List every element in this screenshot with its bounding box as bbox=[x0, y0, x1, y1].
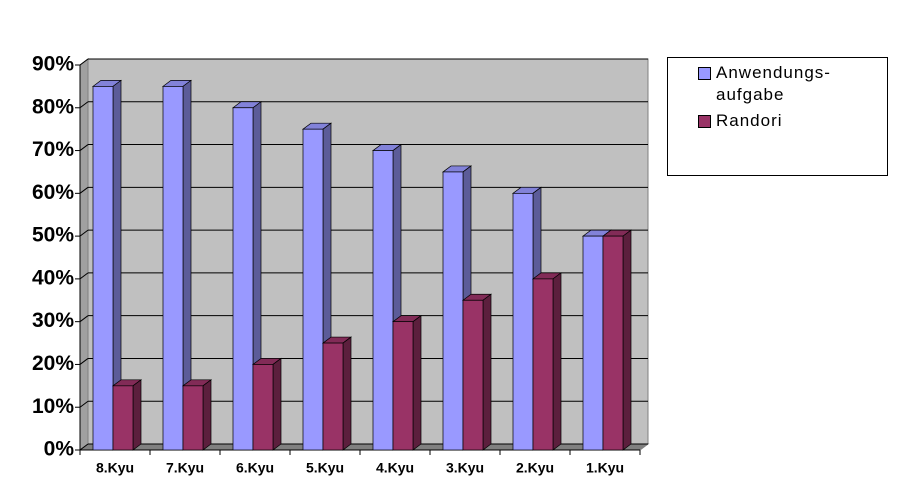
legend: Anwendungs-aufgabe Randori bbox=[667, 57, 888, 176]
bar bbox=[392, 321, 414, 451]
bar-side bbox=[202, 379, 212, 451]
x-tick-label: 7.Kyu bbox=[166, 460, 204, 476]
legend-label: Anwendungs-aufgabe bbox=[716, 63, 831, 104]
bar bbox=[302, 128, 324, 451]
x-tick-label: 8.Kyu bbox=[96, 460, 134, 476]
bar-side bbox=[412, 314, 422, 451]
y-tick-label: 30% bbox=[32, 309, 74, 332]
grid-line-side bbox=[79, 58, 89, 66]
plot-side bbox=[79, 58, 89, 451]
bar bbox=[162, 86, 184, 451]
bar-side bbox=[272, 357, 282, 451]
legend-swatch bbox=[698, 115, 711, 128]
grid-line-side bbox=[79, 315, 89, 323]
grid-line-side bbox=[79, 400, 89, 408]
x-tick-label: 4.Kyu bbox=[376, 460, 414, 476]
legend-label: Randori bbox=[716, 111, 783, 130]
bar-side bbox=[342, 336, 352, 451]
y-tick-label: 80% bbox=[32, 95, 74, 118]
x-tick-label: 2.Kyu bbox=[516, 460, 554, 476]
y-tick-label: 90% bbox=[32, 53, 74, 76]
y-tick-label: 0% bbox=[44, 438, 75, 461]
y-tick-label: 10% bbox=[32, 395, 74, 418]
y-tick-label: 50% bbox=[32, 224, 74, 247]
bar bbox=[232, 107, 254, 451]
legend-swatch bbox=[698, 67, 711, 80]
bar bbox=[322, 342, 344, 451]
grid-line-side bbox=[79, 358, 89, 365]
bar bbox=[462, 299, 484, 451]
x-tick-label: 3.Kyu bbox=[446, 460, 484, 476]
x-tick-label: 1.Kyu bbox=[586, 460, 624, 476]
grid-line-side bbox=[79, 229, 89, 237]
grid-line-side bbox=[79, 101, 89, 109]
bar bbox=[602, 235, 624, 451]
grid-line-side bbox=[79, 443, 89, 451]
bar-side bbox=[622, 229, 632, 451]
y-tick-label: 60% bbox=[32, 181, 74, 204]
bar bbox=[92, 86, 114, 451]
x-tick-label: 6.Kyu bbox=[236, 460, 274, 476]
bar bbox=[532, 278, 554, 451]
grid-line-side bbox=[79, 272, 89, 280]
bar-side bbox=[482, 293, 492, 451]
bar bbox=[582, 235, 604, 451]
bar-side bbox=[552, 272, 562, 451]
grid-line-side bbox=[79, 144, 89, 151]
y-tick-label: 40% bbox=[32, 266, 74, 289]
bar bbox=[252, 364, 274, 451]
x-tick-label: 5.Kyu bbox=[306, 460, 344, 476]
bar bbox=[372, 150, 394, 451]
y-tick-label: 70% bbox=[32, 138, 74, 161]
y-tick-label: 20% bbox=[32, 352, 74, 375]
bar bbox=[182, 385, 204, 451]
legend-item: Randori bbox=[668, 110, 831, 132]
bar bbox=[512, 192, 534, 451]
grid-line-side bbox=[79, 186, 89, 194]
bar bbox=[442, 171, 464, 451]
bar bbox=[112, 385, 134, 451]
bar-side bbox=[132, 379, 142, 451]
legend-item: Anwendungs-aufgabe bbox=[668, 62, 831, 106]
